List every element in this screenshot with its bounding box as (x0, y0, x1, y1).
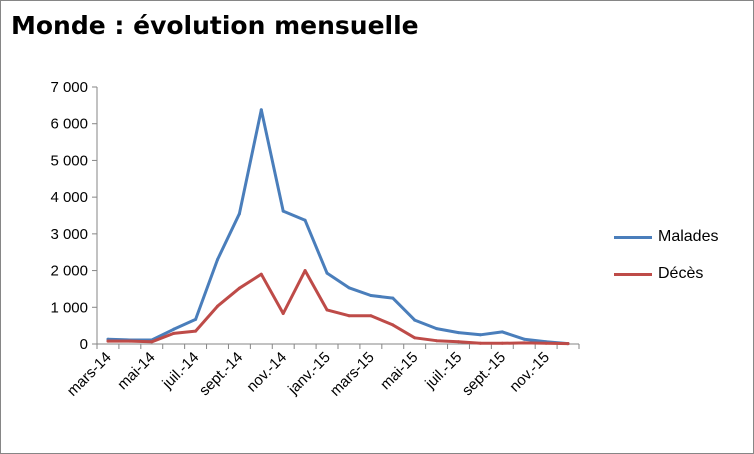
legend-swatch (614, 235, 652, 239)
data-point (522, 337, 526, 341)
legend-label: Décès (658, 265, 704, 282)
data-point (194, 329, 198, 333)
legend-item: Décès (614, 264, 703, 284)
data-point (259, 108, 263, 112)
data-point (106, 339, 110, 343)
data-point (369, 294, 373, 297)
x-tick-label: sept.-14 (196, 349, 246, 399)
data-point (216, 258, 219, 262)
data-point (544, 341, 548, 345)
data-point (128, 339, 132, 343)
legend-swatch (614, 272, 652, 276)
data-point (325, 271, 329, 275)
data-point (522, 341, 526, 345)
x-tick-label: mai-15 (377, 349, 421, 393)
data-point (347, 286, 351, 290)
y-tick-label: 1 000 (50, 299, 88, 316)
x-tick-label: mai-14 (114, 349, 158, 393)
data-point (391, 323, 395, 327)
x-tick-label: janv.-15 (284, 349, 334, 399)
y-tick-label: 7 000 (50, 79, 88, 96)
data-point (172, 327, 176, 331)
data-point (281, 312, 285, 315)
data-point (413, 336, 417, 340)
data-point (194, 317, 198, 321)
data-point (216, 304, 219, 308)
y-tick-label: 4 000 (50, 189, 88, 206)
series-line-1 (106, 269, 570, 346)
x-tick-label: nov.-14 (243, 349, 290, 396)
data-point (413, 318, 417, 322)
data-point (237, 212, 241, 216)
data-point (457, 331, 460, 335)
data-point (237, 286, 241, 290)
data-point (435, 339, 439, 343)
data-point (435, 327, 439, 331)
y-tick-label: 5 000 (50, 152, 88, 169)
y-tick-label: 3 000 (50, 226, 88, 243)
y-tick-label: 0 (80, 336, 88, 353)
x-tick-label: nov.-15 (506, 349, 553, 396)
y-axis-ticks: 0 1 000 2 000 3 000 4 000 5 000 6 000 7 000 (50, 79, 97, 353)
data-point (325, 308, 329, 312)
series-lines (106, 108, 570, 346)
data-point (391, 296, 395, 300)
data-point (259, 272, 263, 276)
series-line-0 (106, 108, 570, 346)
data-point (150, 340, 154, 344)
y-tick-label: 2 000 (50, 263, 88, 280)
data-point (500, 330, 504, 334)
data-point (500, 341, 504, 345)
x-axis-ticks: mars-14 mai-14 juil.-14sept.-14nov.-14janv… (64, 344, 580, 400)
x-tick-label: sept.-15 (459, 349, 509, 399)
axes (96, 87, 579, 345)
legend-item: Malades (614, 227, 718, 247)
data-point (478, 341, 482, 345)
data-point (369, 314, 373, 318)
data-point (478, 333, 482, 337)
x-tick-label: mars-15 (327, 349, 378, 400)
data-point (347, 314, 351, 318)
data-point (281, 209, 285, 213)
x-tick-label: mars-14 (64, 349, 115, 400)
data-point (566, 342, 570, 346)
chart-title: Monde : évolution mensuelle (11, 11, 419, 40)
data-point (172, 331, 176, 335)
data-point (457, 340, 460, 344)
legend-label: Malades (658, 228, 719, 245)
y-tick-label: 6 000 (50, 116, 88, 133)
data-point (303, 218, 307, 222)
data-point (303, 269, 307, 273)
